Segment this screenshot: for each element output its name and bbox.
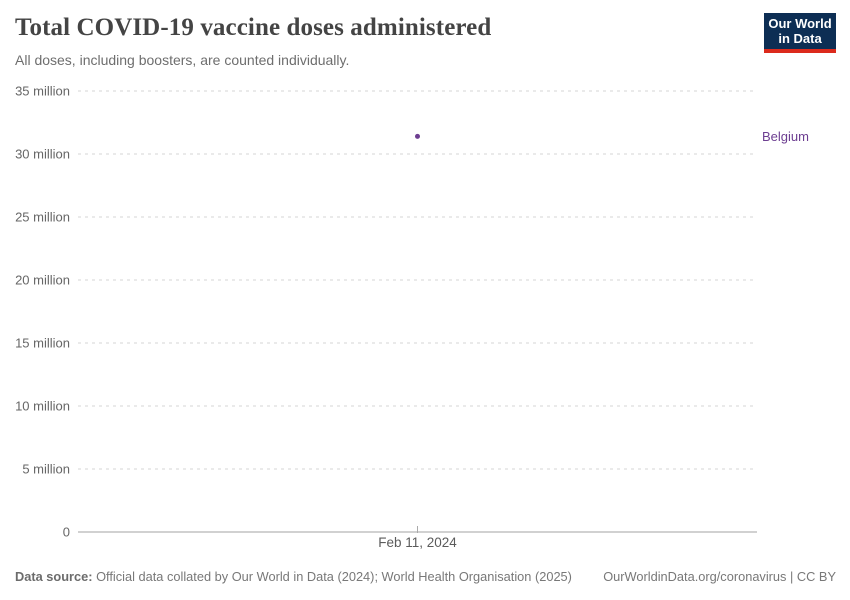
owid-logo-line2: in Data — [778, 31, 822, 46]
chart-footer: Data source: Official data collated by O… — [15, 568, 836, 585]
data-point-belgium[interactable] — [415, 133, 420, 139]
owid-logo[interactable]: Our World in Data — [764, 13, 836, 53]
data-source-label: Data source: — [15, 569, 93, 584]
x-tick-label: Feb 11, 2024 — [378, 535, 457, 550]
owid-logo-line1: Our World — [768, 16, 832, 31]
entity-label-belgium[interactable]: Belgium — [762, 129, 809, 144]
chart-subtitle: All doses, including boosters, are count… — [15, 52, 350, 68]
y-tick-label: 20 million — [15, 273, 70, 288]
chart-title: Total COVID-19 vaccine doses administere… — [15, 14, 492, 41]
owid-url-license-link[interactable]: OurWorldinData.org/coronavirus | CC BY — [603, 569, 836, 584]
y-tick-label: 35 million — [15, 84, 70, 99]
y-tick-label: 25 million — [15, 210, 70, 225]
y-tick-label: 15 million — [15, 336, 70, 351]
data-source-note[interactable]: Data source: Official data collated by O… — [15, 568, 572, 585]
y-tick-label: 10 million — [15, 399, 70, 414]
y-tick-label: 0 — [63, 525, 70, 540]
data-source-text: Official data collated by Our World in D… — [92, 569, 572, 584]
y-tick-label: 30 million — [15, 147, 70, 162]
y-tick-label: 5 million — [22, 462, 70, 477]
